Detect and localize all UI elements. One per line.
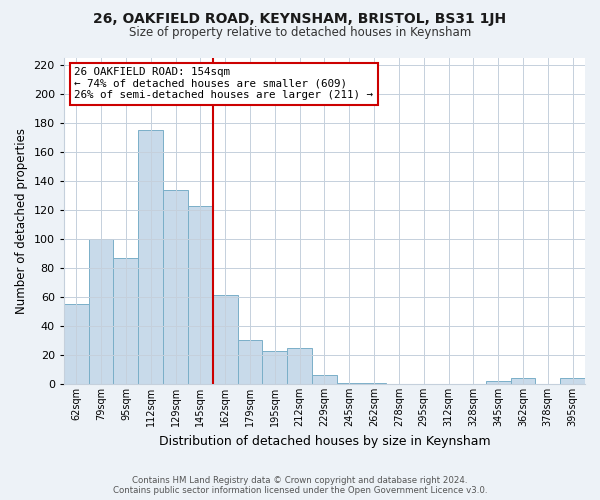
Bar — [262, 350, 287, 384]
Bar — [113, 258, 138, 384]
Bar — [337, 382, 362, 384]
Text: Contains HM Land Registry data © Crown copyright and database right 2024.
Contai: Contains HM Land Registry data © Crown c… — [113, 476, 487, 495]
Bar — [89, 239, 113, 384]
Bar — [511, 378, 535, 384]
Bar — [312, 376, 337, 384]
Text: 26, OAKFIELD ROAD, KEYNSHAM, BRISTOL, BS31 1JH: 26, OAKFIELD ROAD, KEYNSHAM, BRISTOL, BS… — [94, 12, 506, 26]
Bar — [188, 206, 213, 384]
Bar — [486, 381, 511, 384]
Bar — [560, 378, 585, 384]
Bar — [138, 130, 163, 384]
Bar — [238, 340, 262, 384]
Bar — [362, 382, 386, 384]
Bar — [163, 190, 188, 384]
Y-axis label: Number of detached properties: Number of detached properties — [15, 128, 28, 314]
Bar — [64, 304, 89, 384]
X-axis label: Distribution of detached houses by size in Keynsham: Distribution of detached houses by size … — [158, 434, 490, 448]
Text: Size of property relative to detached houses in Keynsham: Size of property relative to detached ho… — [129, 26, 471, 39]
Bar — [287, 348, 312, 384]
Bar — [213, 296, 238, 384]
Text: 26 OAKFIELD ROAD: 154sqm
← 74% of detached houses are smaller (609)
26% of semi-: 26 OAKFIELD ROAD: 154sqm ← 74% of detach… — [74, 68, 373, 100]
